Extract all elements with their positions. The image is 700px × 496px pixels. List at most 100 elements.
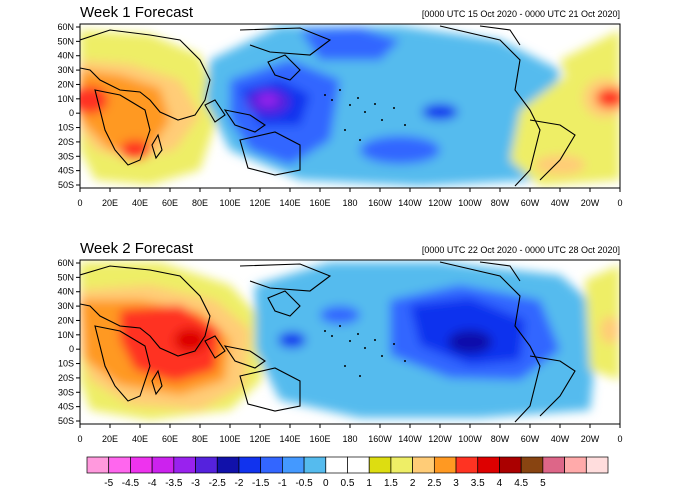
colorbar-swatch [542, 456, 565, 474]
date-range: [0000 UTC 22 Oct 2020 - 0000 UTC 28 Oct … [422, 245, 620, 255]
colorbar-label: 4.5 [514, 478, 528, 489]
colorbar-label: 0.5 [341, 478, 355, 489]
colorbar-swatch [86, 456, 110, 474]
lon-tick-label: 60E [162, 198, 178, 208]
lon-tick-label: 0 [617, 198, 622, 208]
lon-tick-label: 140E [279, 434, 300, 444]
lon-tick-label: 60W [521, 198, 540, 208]
lon-tick-label: 60E [162, 434, 178, 444]
colorbar-label: -2 [235, 478, 244, 489]
colorbar-swatch [238, 456, 262, 474]
lon-tick-label: 180 [342, 198, 357, 208]
lon-tick-label: 20E [102, 434, 118, 444]
lon-tick-label: 60W [521, 434, 540, 444]
lon-tick-label: 20W [581, 434, 600, 444]
lat-tick-label: 30N [57, 65, 74, 75]
colorbar-label: 5 [540, 478, 546, 489]
anomaly-field [80, 260, 620, 424]
lon-tick-label: 40E [132, 198, 148, 208]
colorbar-swatch [108, 456, 131, 474]
colorbar-swatch [564, 456, 587, 474]
lon-tick-label: 80E [192, 198, 208, 208]
colorbar-label: 2.5 [427, 478, 441, 489]
colorbar-swatch [390, 456, 413, 474]
colorbar-swatch [151, 456, 175, 474]
lon-tick-label: 100E [219, 198, 240, 208]
colorbar-label: 0 [323, 478, 329, 489]
colorbar-label: -4 [148, 478, 157, 489]
colorbar-swatch [585, 456, 609, 474]
lon-tick-label: 100W [458, 434, 482, 444]
colorbar-label: -3.5 [165, 478, 183, 489]
panel-title: Week 1 Forecast [80, 4, 194, 21]
colorbar-label: -1.5 [252, 478, 270, 489]
lon-tick-label: 140E [279, 198, 300, 208]
lat-tick-label: 10N [57, 330, 74, 340]
colorbar-swatch [173, 456, 196, 474]
lon-tick-label: 160E [309, 198, 330, 208]
colorbar-label: -4.5 [122, 478, 140, 489]
lon-tick-label: 120E [249, 198, 270, 208]
lon-tick-label: 140W [398, 198, 422, 208]
lon-tick-label: 140W [398, 434, 422, 444]
lat-tick-label: 10S [58, 359, 74, 369]
lon-tick-label: 20W [581, 198, 600, 208]
colorbar-swatch [520, 456, 544, 474]
lat-tick-label: 30N [57, 301, 74, 311]
colorbar-swatch [347, 456, 370, 474]
lon-tick-label: 80W [491, 198, 510, 208]
colorbar-label: -1 [278, 478, 287, 489]
colorbar-label: 3.5 [471, 478, 485, 489]
colorbar-swatch [216, 456, 240, 474]
colorbar-swatch [303, 456, 327, 474]
colorbar-swatch [477, 456, 500, 474]
colorbar-swatch [368, 456, 392, 474]
lon-tick-label: 160W [368, 198, 392, 208]
colorbar-swatch [455, 456, 479, 474]
colorbar-label: -0.5 [295, 478, 313, 489]
lat-tick-label: 20N [57, 315, 74, 325]
lon-tick-label: 100E [219, 434, 240, 444]
lat-tick-label: 20N [57, 79, 74, 89]
lat-tick-label: 40N [57, 287, 74, 297]
lon-tick-label: 120E [249, 434, 270, 444]
lat-tick-label: 30S [58, 151, 74, 161]
lat-tick-label: 0 [69, 108, 74, 118]
lat-tick-label: 10S [58, 123, 74, 133]
lon-tick-label: 20E [102, 198, 118, 208]
lat-tick-label: 20S [58, 137, 74, 147]
panel-week2: Week 2 Forecast [0000 UTC 22 Oct 2020 - … [57, 240, 622, 444]
panel-title: Week 2 Forecast [80, 240, 194, 257]
colorbar-label: 4 [497, 478, 503, 489]
colorbar-swatch [282, 456, 305, 474]
lon-tick-label: 160E [309, 434, 330, 444]
lon-tick-label: 0 [617, 434, 622, 444]
lon-tick-label: 120W [428, 198, 452, 208]
panel-week1: Week 1 Forecast [0000 UTC 15 Oct 2020 - … [57, 4, 622, 208]
lat-tick-label: 40N [57, 51, 74, 61]
colorbar-swatch [260, 456, 283, 474]
lat-tick-label: 50S [58, 180, 74, 190]
colorbar-swatch [499, 456, 522, 474]
colorbar-swatch [325, 456, 348, 474]
lat-tick-label: 50S [58, 416, 74, 426]
lon-tick-label: 160W [368, 434, 392, 444]
lon-tick-label: 80W [491, 434, 510, 444]
lat-tick-label: 50N [57, 36, 74, 46]
colorbar-label: 1 [366, 478, 372, 489]
lon-tick-label: 180 [342, 434, 357, 444]
lon-tick-label: 120W [428, 434, 452, 444]
lat-tick-label: 10N [57, 94, 74, 104]
colorbar-swatch [130, 456, 153, 474]
lon-tick-label: 40E [132, 434, 148, 444]
lat-tick-label: 20S [58, 373, 74, 383]
colorbar-label: 2 [410, 478, 416, 489]
colorbar-label: 3 [453, 478, 459, 489]
lat-tick-label: 30S [58, 387, 74, 397]
lon-tick-label: 80E [192, 434, 208, 444]
lon-tick-label: 40W [551, 198, 570, 208]
colorbar-label: -5 [104, 478, 113, 489]
